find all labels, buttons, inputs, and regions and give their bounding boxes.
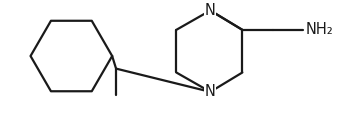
Text: N: N (205, 3, 216, 18)
Text: NH₂: NH₂ (306, 22, 333, 37)
Text: N: N (205, 84, 216, 99)
